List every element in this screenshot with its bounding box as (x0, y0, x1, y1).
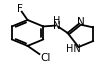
Text: F: F (17, 4, 23, 14)
Text: Cl: Cl (41, 53, 51, 63)
Text: HN: HN (66, 44, 81, 54)
Text: N: N (77, 17, 84, 27)
Text: H: H (53, 16, 60, 26)
Text: N: N (53, 20, 61, 31)
